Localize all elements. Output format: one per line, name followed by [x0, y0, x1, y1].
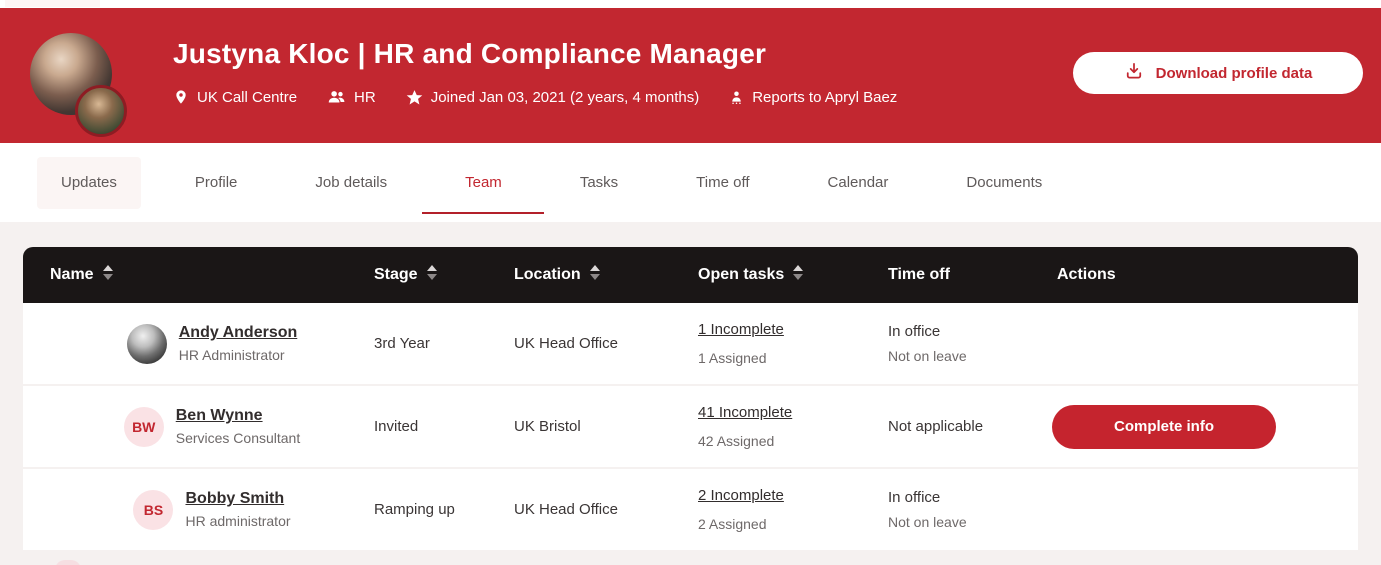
employee-name-link[interactable]: Ben Wynne [175, 407, 263, 424]
people-icon [327, 89, 346, 105]
avatar[interactable] [126, 323, 167, 364]
tab-time-off[interactable]: Time off [672, 157, 773, 209]
location-value: UK Head Office [514, 501, 618, 518]
incomplete-tasks-link[interactable]: 2 Incomplete [698, 487, 784, 504]
time-off-status: In office [888, 323, 941, 340]
meta-joined-label: Joined Jan 03, 2021 (2 years, 4 months) [430, 88, 700, 106]
tab-team[interactable]: Team [422, 157, 545, 214]
tab-documents-label: Documents [966, 174, 1043, 191]
location-value: UK Bristol [514, 418, 581, 435]
profile-tabbar: Updates Profile Job details Team Tasks T… [0, 143, 1381, 222]
tab-tasks-label: Tasks [579, 174, 619, 191]
employee-role: HR administrator [185, 513, 291, 529]
sort-icon[interactable] [426, 265, 437, 285]
column-header-name-label: Name [50, 266, 94, 283]
top-strip [0, 0, 1381, 8]
assigned-tasks-count: 2 Assigned [698, 516, 767, 532]
column-header-actions-label: Actions [1057, 266, 1116, 283]
incomplete-tasks-link[interactable]: 41 Incomplete [698, 404, 793, 421]
tab-updates[interactable]: Updates [37, 156, 141, 209]
assigned-tasks-count: 1 Assigned [698, 350, 767, 366]
leave-status: Not on leave [888, 514, 967, 530]
person-icon [729, 89, 744, 106]
meta-joined: Joined Jan 03, 2021 (2 years, 4 months) [406, 88, 700, 106]
table-row: BW Ben Wynne Services Consultant Invited… [23, 386, 1358, 467]
employee-name-link[interactable]: Andy Anderson [178, 324, 298, 341]
employee-role: Services Consultant [175, 430, 301, 446]
location-value: UK Head Office [514, 335, 618, 352]
meta-department-label: HR [354, 88, 376, 106]
tab-documents[interactable]: Documents [942, 157, 1066, 209]
meta-reports-to: Reports to Apryl Baez [729, 89, 897, 106]
column-header-stage-label: Stage [374, 266, 418, 283]
download-profile-data-button[interactable]: Download profile data [1073, 52, 1363, 94]
column-header-location-label: Location [514, 266, 581, 283]
tab-time-off-label: Time off [696, 174, 750, 191]
column-header-time-off: Time off [888, 266, 1057, 284]
meta-site: UK Call Centre [173, 88, 297, 106]
stage-value: 3rd Year [374, 335, 430, 352]
column-header-actions: Actions [1057, 266, 1358, 284]
leave-status: Not on leave [888, 348, 967, 364]
meta-department: HR [327, 89, 376, 106]
column-header-location[interactable]: Location [514, 265, 698, 285]
employee-role: HR Administrator [178, 347, 285, 363]
sort-icon[interactable] [102, 265, 113, 285]
tab-tasks[interactable]: Tasks [556, 157, 642, 209]
team-table-section: Name Stage Location Open tasks Time off … [0, 222, 1381, 565]
column-header-time-off-label: Time off [888, 266, 950, 283]
page-title: Justyna Kloc | HR and Compliance Manager [173, 38, 767, 69]
meta-reports-to-label: Reports to Apryl Baez [752, 88, 898, 106]
tab-profile-label: Profile [194, 174, 238, 191]
star-icon [406, 89, 423, 106]
column-header-name[interactable]: Name [50, 265, 374, 285]
column-header-open-tasks-label: Open tasks [698, 266, 785, 283]
time-off-status: Not applicable [888, 418, 984, 435]
complete-info-button[interactable]: Complete info [1052, 404, 1276, 449]
stage-value: Ramping up [374, 501, 455, 518]
tab-updates-label: Updates [61, 174, 117, 191]
download-button-label: Download profile data [1155, 64, 1313, 82]
actions-cell: Complete info [1052, 404, 1358, 449]
profile-meta-row: UK Call Centre HR Joined Jan 03, 2021 (2… [173, 88, 897, 106]
profile-avatar-stack [30, 33, 157, 137]
column-header-open-tasks[interactable]: Open tasks [698, 265, 888, 285]
tab-job-details-label: Job details [315, 174, 388, 191]
scrolled-element-remnant [5, 0, 100, 7]
sort-icon[interactable] [793, 265, 804, 285]
table-row: BS Bobby Smith HR administrator Ramping … [23, 469, 1358, 550]
meta-site-label: UK Call Centre [197, 88, 298, 106]
tab-team-label: Team [465, 174, 502, 191]
tab-job-details[interactable]: Job details [291, 157, 411, 209]
table-row: Andy Anderson HR Administrator 3rd Year … [23, 303, 1358, 384]
download-icon [1124, 61, 1144, 85]
tab-calendar[interactable]: Calendar [804, 157, 913, 209]
incomplete-tasks-link[interactable]: 1 Incomplete [698, 321, 784, 338]
sort-icon[interactable] [589, 265, 600, 285]
next-row-avatar-peek [55, 560, 81, 565]
location-pin-icon [173, 88, 189, 106]
active-tab-underline [422, 211, 545, 214]
time-off-status: In office [888, 489, 941, 506]
table-header-row: Name Stage Location Open tasks Time off … [23, 247, 1358, 303]
profile-header: Justyna Kloc | HR and Compliance Manager… [0, 8, 1381, 143]
avatar[interactable]: BS [133, 489, 174, 530]
assigned-tasks-count: 42 Assigned [698, 433, 775, 449]
column-header-stage[interactable]: Stage [374, 265, 514, 285]
manager-avatar [75, 85, 127, 137]
tab-calendar-label: Calendar [827, 174, 889, 191]
next-row-cutoff [23, 550, 1358, 565]
tab-profile[interactable]: Profile [171, 157, 262, 209]
employee-name-link[interactable]: Bobby Smith [185, 490, 285, 507]
stage-value: Invited [374, 418, 419, 435]
avatar[interactable]: BW [123, 406, 164, 447]
